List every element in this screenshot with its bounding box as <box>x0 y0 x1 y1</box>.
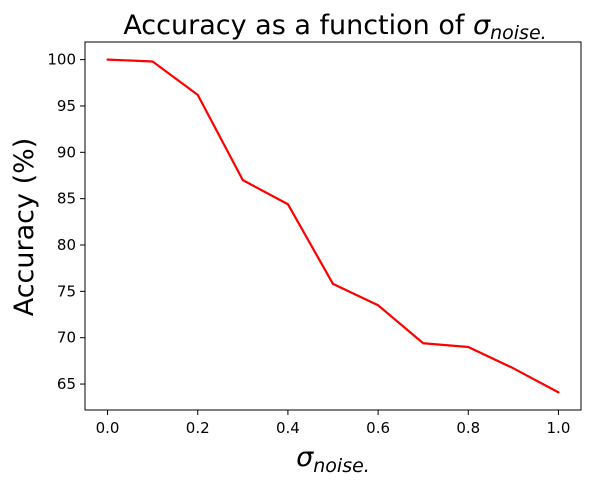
y-tick-label: 100 <box>47 51 76 69</box>
x-axis-label-subscript: noise. <box>313 455 370 477</box>
x-tick-label: 0.4 <box>276 419 300 437</box>
x-tick-label: 0.0 <box>96 419 120 437</box>
y-axis-ticks: 65 70 75 80 85 90 95 100 <box>47 51 85 393</box>
y-tick-label: 65 <box>57 375 76 393</box>
x-tick-label: 1.0 <box>547 419 571 437</box>
y-tick-label: 85 <box>57 190 76 208</box>
y-tick-label: 75 <box>57 282 76 300</box>
y-axis-label: Accuracy (%) <box>9 138 40 317</box>
chart-title-prefix: Accuracy as a function of <box>123 10 473 41</box>
x-axis-label-symbol: σ <box>296 442 314 473</box>
y-tick-label: 80 <box>57 236 76 254</box>
chart-title-subscript: noise. <box>490 22 547 44</box>
x-axis-ticks: 0.0 0.2 0.4 0.6 0.8 1.0 <box>96 410 571 437</box>
y-tick-label: 90 <box>57 143 76 161</box>
x-axis-label: σnoise. <box>296 442 370 477</box>
y-tick-label: 70 <box>57 329 76 347</box>
y-tick-label: 95 <box>57 97 76 115</box>
x-tick-label: 0.2 <box>186 419 210 437</box>
chart-title-symbol: σ <box>473 10 491 41</box>
series-line <box>106 58 560 394</box>
series-layer <box>106 58 560 394</box>
x-tick-label: 0.8 <box>456 419 480 437</box>
chart-title: Accuracy as a function of σnoise. <box>123 10 546 44</box>
plot-area-frame <box>84 41 582 411</box>
x-tick-label: 0.6 <box>366 419 390 437</box>
